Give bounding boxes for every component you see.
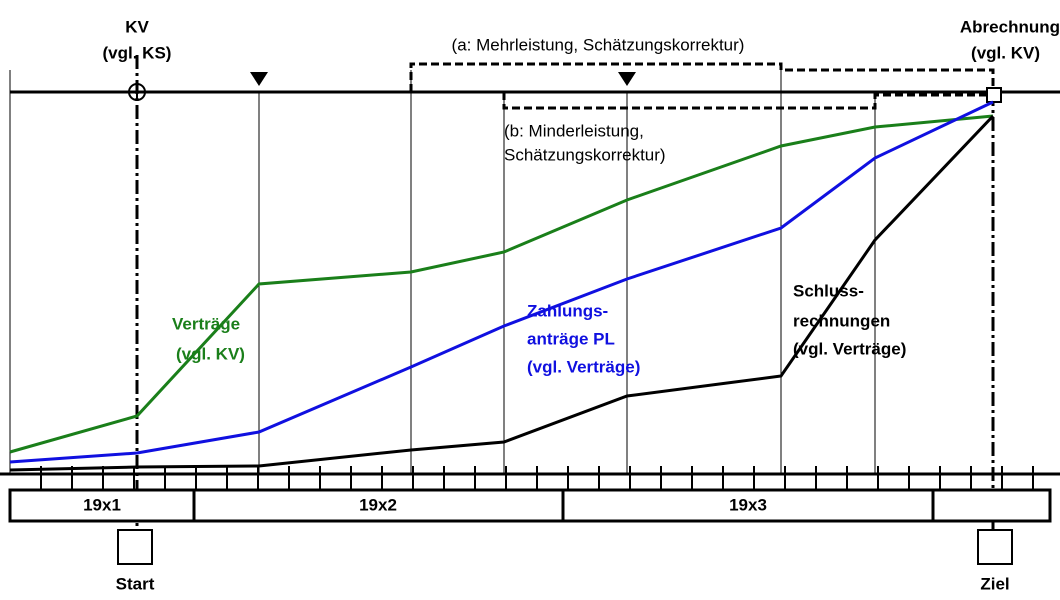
label: (vgl. KV) bbox=[971, 43, 1040, 62]
milestone-lines bbox=[135, 55, 995, 530]
vertraege-line bbox=[9, 114, 994, 454]
label: Schluss- bbox=[793, 281, 864, 300]
label: anträge PL bbox=[527, 329, 615, 348]
label: KV bbox=[125, 17, 149, 36]
start-box bbox=[117, 529, 153, 565]
year-label: 19x3 bbox=[729, 495, 767, 514]
correction-boxes bbox=[409, 62, 995, 110]
label: (vgl. Verträge) bbox=[793, 339, 906, 358]
kv-marker-cross bbox=[129, 84, 145, 100]
label: Ziel bbox=[980, 574, 1009, 593]
label: (vgl. Verträge) bbox=[527, 357, 640, 376]
label: Start bbox=[116, 574, 155, 593]
label: Schätzungskorrektur) bbox=[504, 145, 666, 164]
label: (b: Minderleistung, bbox=[504, 121, 644, 140]
label: Verträge bbox=[172, 314, 240, 333]
label: (vgl. KV) bbox=[176, 344, 245, 363]
year-label: 19x2 bbox=[359, 495, 397, 514]
label: (vgl. KS) bbox=[103, 43, 172, 62]
label: Zahlungs- bbox=[527, 301, 608, 320]
timeline-ticks bbox=[40, 466, 1034, 490]
ziel-box bbox=[977, 529, 1013, 565]
schluss-line bbox=[9, 114, 995, 472]
zahlung-line bbox=[9, 100, 994, 464]
label: Abrechnung bbox=[960, 17, 1060, 36]
label: (a: Mehrleistung, Schätzungskorrektur) bbox=[452, 35, 745, 54]
timeline bbox=[0, 472, 1060, 523]
label: rechnungen bbox=[793, 311, 890, 330]
year-label: 19x1 bbox=[83, 495, 121, 514]
triangles bbox=[250, 72, 636, 86]
end-marker bbox=[986, 87, 1002, 103]
